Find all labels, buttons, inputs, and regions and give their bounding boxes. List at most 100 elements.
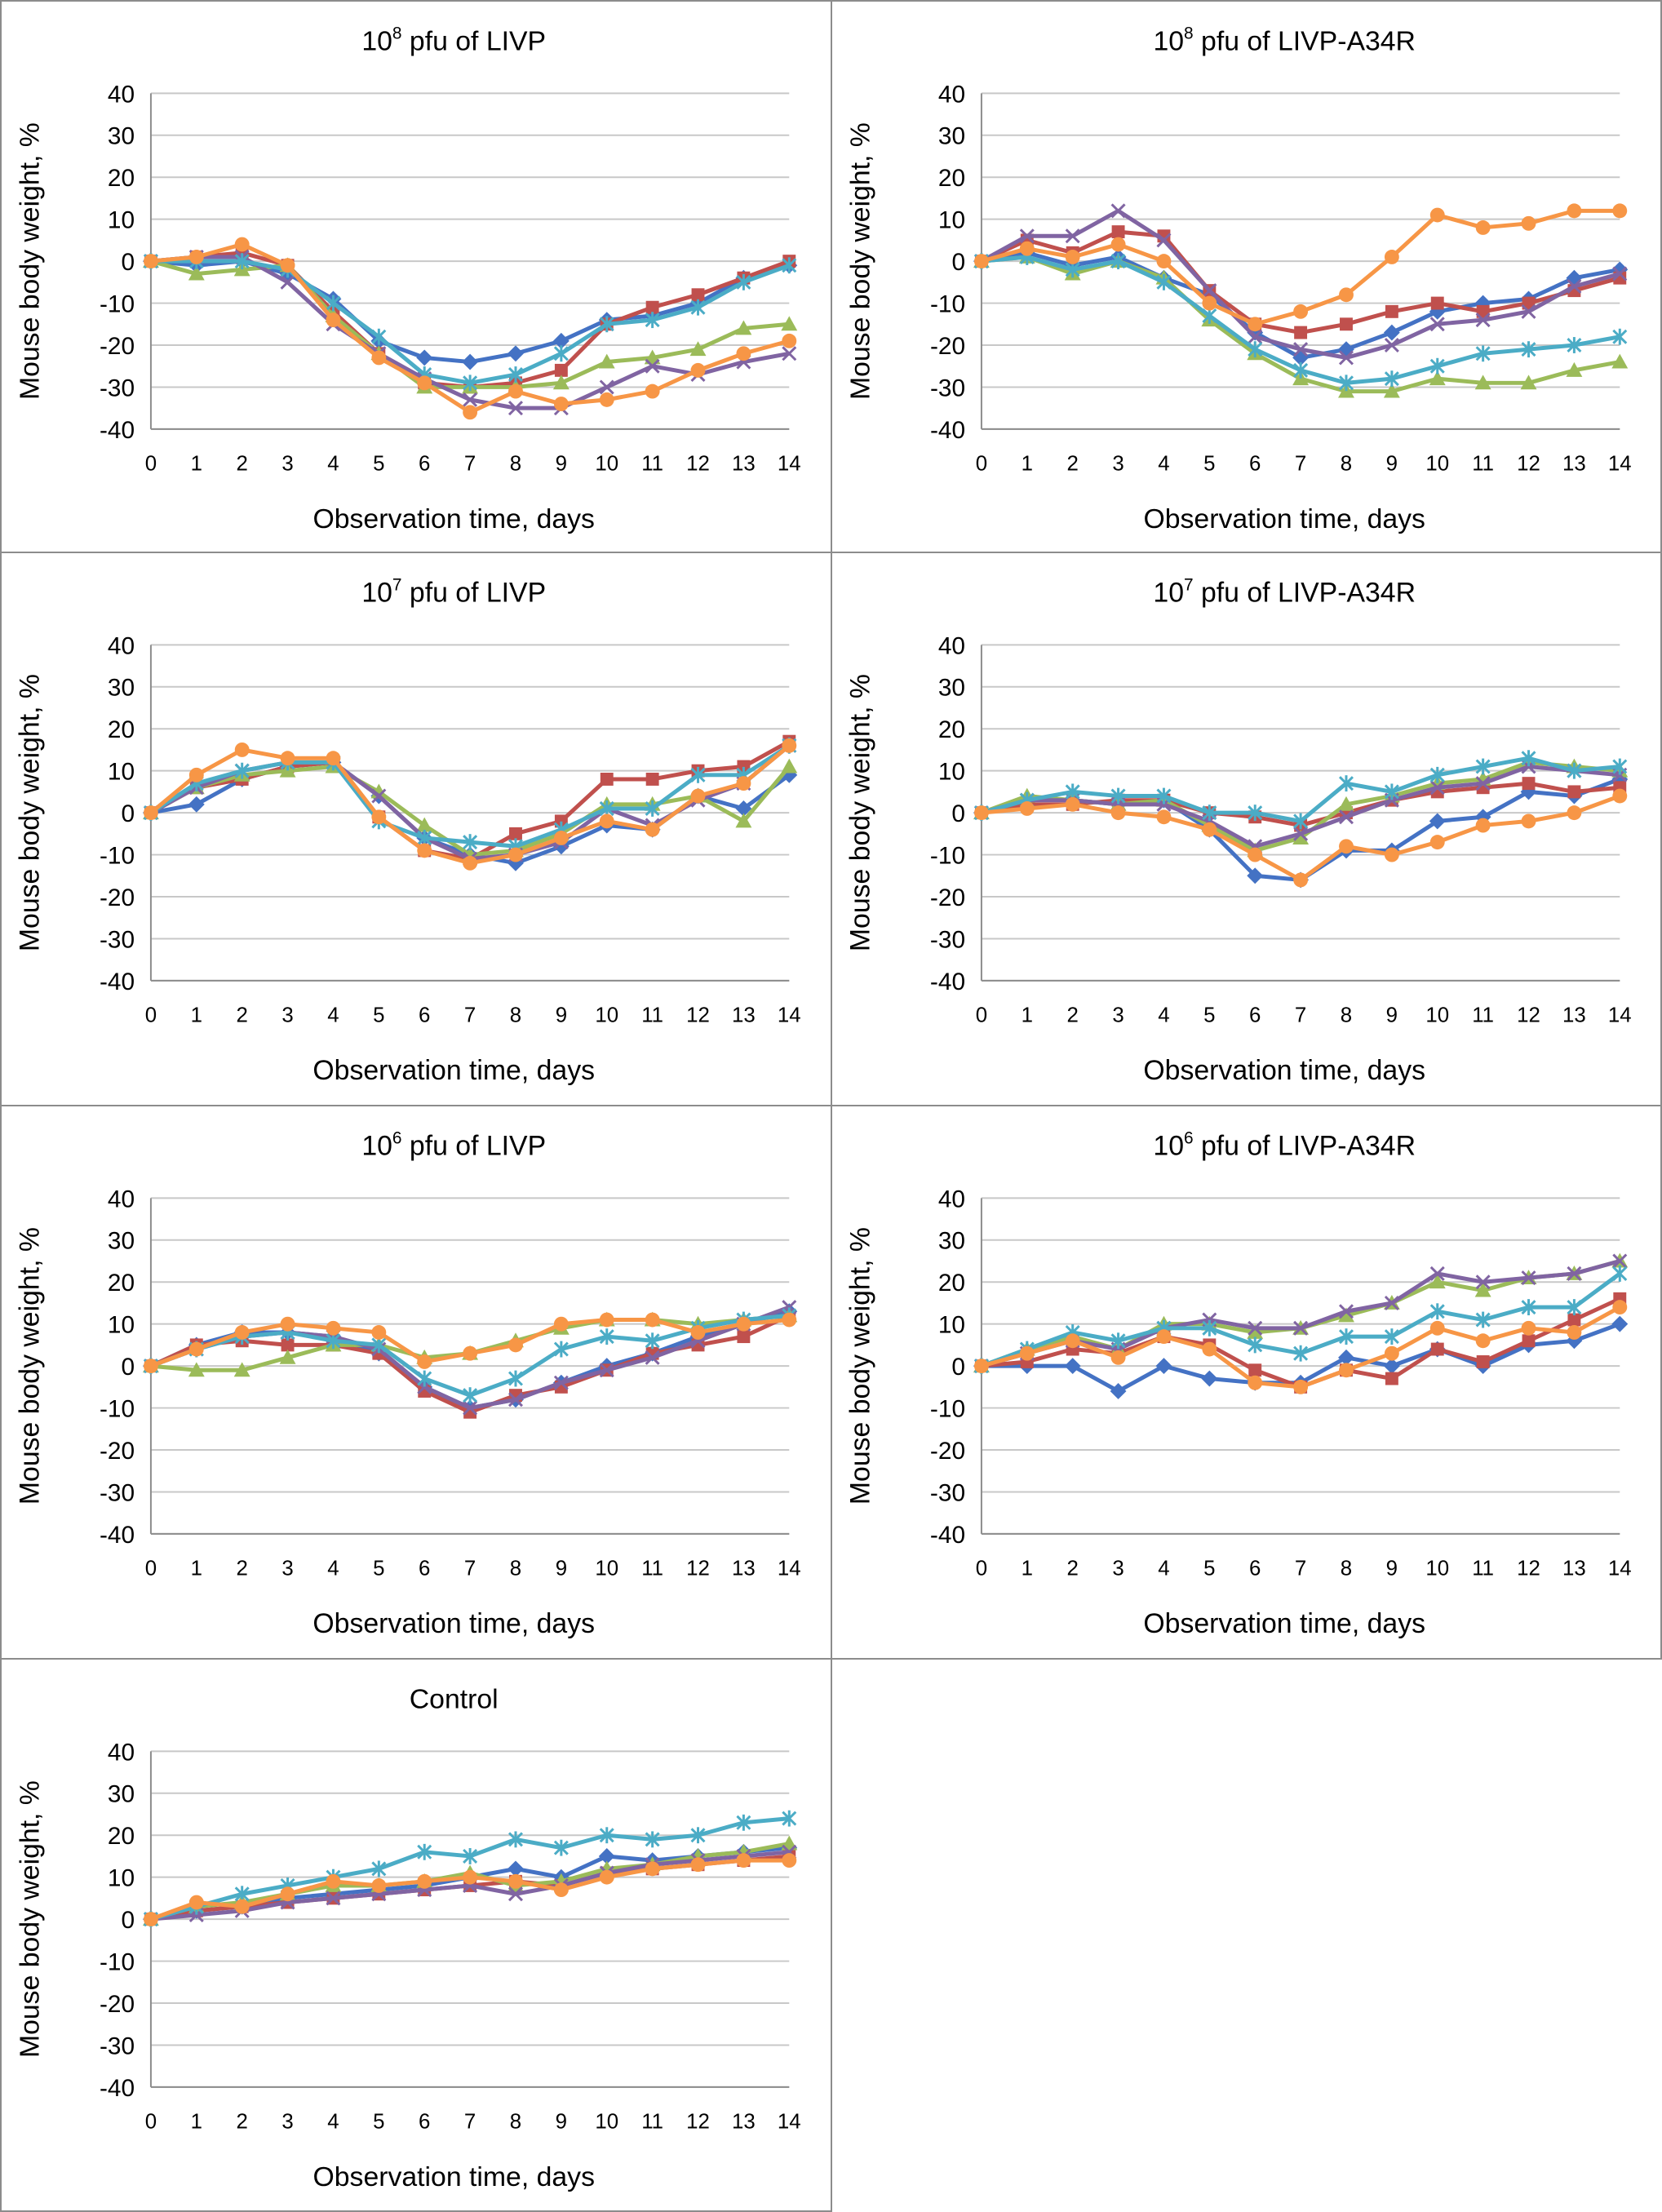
data-point [1384,783,1399,800]
chart-panel-1e6-livp-a34r: 106 pfu of LIVP-A34R 40 30 20 10 0 -10 -20 -30 -4… [831,1105,1662,1660]
marker-stroke [1110,203,1126,219]
y-tick-label: 30 [938,1228,965,1255]
data-point [1019,241,1035,256]
marker-stroke [1429,317,1445,332]
y-tick-label: -30 [100,926,135,953]
x-tick-label: 14 [778,2111,801,2134]
data-point [1521,1320,1536,1336]
data-point [508,1873,523,1889]
x-tick-label: 6 [1249,1004,1261,1027]
chart-title-base: Control [410,1684,499,1715]
data-point [234,253,250,270]
data-point [1612,788,1628,804]
chart-title-exponent: 8 [392,24,402,43]
data-point [1064,1358,1081,1375]
x-axis-label: Observation time, days [1143,1055,1425,1086]
data-point [1612,758,1628,775]
y-tick-label: 10 [938,207,965,234]
x-tick-label: 14 [778,453,801,476]
data-point [645,300,659,314]
data-point [645,1312,660,1328]
marker-stroke [507,1886,523,1902]
chart-title: 106 pfu of LIVP-A34R [1153,1129,1416,1162]
x-tick-label: 1 [191,1004,202,1027]
x-tick-label: 9 [556,1558,567,1580]
data-point [1384,847,1399,862]
chart-title-exponent: 8 [1184,24,1194,43]
data-point [143,805,158,821]
data-point [599,1869,614,1885]
y-axis-label: Mouse body weight, % [845,1227,876,1505]
x-tick-label: 2 [237,2111,248,2134]
marker-stroke [1293,1320,1309,1336]
x-tick-label: 1 [1022,1558,1033,1580]
data-point [1248,1375,1263,1390]
data-point [1384,250,1399,264]
x-tick-label: 7 [1295,453,1306,476]
data-point [280,258,295,273]
x-tick-label: 10 [595,453,618,476]
data-point [736,776,751,791]
data-point [1156,254,1172,269]
chart-title-rest: pfu of LIVP [402,578,547,609]
chart-title: 107 pfu of LIVP-A34R [1153,576,1416,609]
x-tick-label: 3 [1112,453,1124,476]
data-point [1476,304,1490,318]
data-point [781,316,798,331]
data-point [1567,203,1582,219]
data-point [1385,1372,1398,1385]
chart-title-base: 10 [361,578,392,609]
data-point [599,1363,614,1378]
data-point [1156,1329,1172,1345]
data-point [507,345,524,362]
chart-title-rest: pfu of LIVP [402,1131,547,1162]
x-tick-label: 6 [419,2111,430,2134]
y-tick-label: 20 [938,716,965,743]
data-point [735,320,752,335]
x-tick-label: 11 [1472,1558,1494,1580]
data-point [1612,1265,1628,1282]
x-tick-label: 12 [686,2111,710,2134]
x-tick-label: 13 [732,1558,756,1580]
data-point [1156,233,1172,248]
data-point [1248,1320,1263,1336]
x-tick-label: 8 [510,1558,521,1580]
x-tick-label: 1 [191,2111,202,2134]
data-point [1338,796,1354,811]
data-point [1339,287,1354,303]
y-tick-label: 10 [108,1312,135,1339]
data-point [1566,361,1583,377]
data-point [690,362,706,378]
y-tick-label: 30 [938,123,965,150]
marker-stroke [507,1392,523,1407]
series-5 [143,1810,797,1928]
y-axis-label: Mouse body weight, % [845,674,876,951]
data-point [326,1320,341,1336]
data-point [188,796,205,813]
x-tick-label: 4 [327,1558,339,1580]
x-tick-label: 11 [641,1558,663,1580]
data-point [1429,1320,1445,1336]
marker-stroke [1612,1253,1628,1269]
data-point [234,237,250,252]
chart-title-base: 10 [1153,1131,1184,1162]
x-tick-label: 2 [237,453,248,476]
x-tick-label: 9 [1386,1004,1398,1027]
data-point [1612,1300,1628,1315]
data-point [371,1878,387,1893]
y-tick-label: -30 [930,375,965,401]
data-point [1612,203,1628,219]
data-point [553,1839,569,1856]
data-point [782,738,797,753]
data-point [1521,304,1536,319]
data-point [507,854,524,871]
data-point [1110,253,1126,270]
y-tick-label: 20 [938,1270,965,1297]
data-point [371,350,387,366]
series-6 [143,738,797,871]
data-point [143,1359,158,1374]
marker-stroke [599,1363,614,1378]
data-point [1475,345,1491,362]
marker-stroke [1156,233,1172,248]
x-tick-label: 2 [1067,1004,1079,1027]
